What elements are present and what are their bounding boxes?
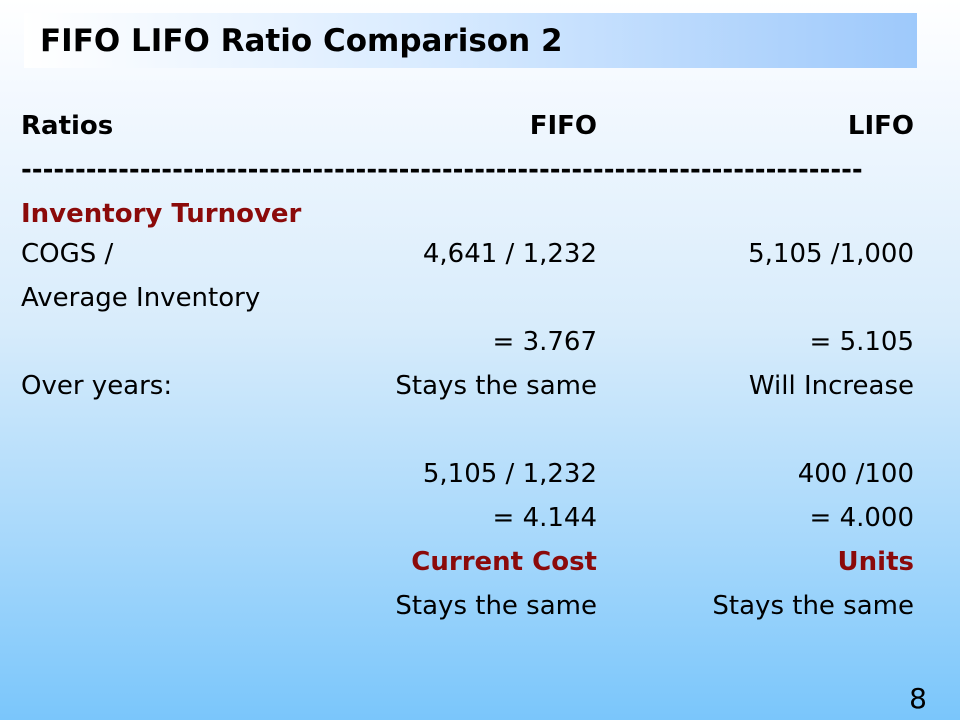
fifo-basis: Current Cost: [411, 547, 597, 577]
fifo-value: Stays the same: [395, 371, 597, 401]
slide-title: FIFO LIFO Ratio Comparison 2: [40, 23, 563, 59]
header-lifo: LIFO: [847, 111, 914, 141]
section-heading: Inventory Turnover: [21, 199, 302, 229]
row-next-year-calc: 5,105 / 1,232 400 /100: [0, 456, 960, 492]
lifo-value: Will Increase: [748, 371, 914, 401]
row-cogs: COGS / 4,641 / 1,232 5,105 /1,000: [0, 236, 960, 272]
lifo-value: 400 /100: [797, 459, 914, 489]
fifo-value: 5,105 / 1,232: [422, 459, 597, 489]
row-label: Average Inventory: [21, 283, 261, 313]
lifo-basis: Units: [837, 547, 914, 577]
fifo-value: Stays the same: [395, 591, 597, 621]
row-ratio-result-1: = 3.767 = 5.105: [0, 324, 960, 360]
lifo-value: Stays the same: [712, 591, 914, 621]
row-average-inventory: Average Inventory: [0, 280, 960, 316]
row-stays-same: Stays the same Stays the same: [0, 588, 960, 624]
header-fifo: FIFO: [529, 111, 597, 141]
fifo-value: = 3.767: [492, 327, 597, 357]
title-bar: FIFO LIFO Ratio Comparison 2: [24, 13, 917, 68]
lifo-value: = 5.105: [809, 327, 914, 357]
row-over-years: Over years: Stays the same Will Increase: [0, 368, 960, 404]
lifo-value: 5,105 /1,000: [748, 239, 914, 269]
dashed-divider: ----------------------------------------…: [21, 156, 863, 184]
row-label: Over years:: [21, 371, 173, 401]
row-label: COGS /: [21, 239, 114, 269]
fifo-value: = 4.144: [492, 503, 597, 533]
fifo-value: 4,641 / 1,232: [422, 239, 597, 269]
row-inventory-turnover: Inventory Turnover: [0, 196, 960, 232]
page-number: 8: [909, 682, 927, 715]
header-ratios: Ratios: [21, 111, 114, 141]
row-basis: Current Cost Units: [0, 544, 960, 580]
header-row: Ratios FIFO LIFO: [0, 108, 960, 144]
lifo-value: = 4.000: [809, 503, 914, 533]
row-ratio-result-2: = 4.144 = 4.000: [0, 500, 960, 536]
